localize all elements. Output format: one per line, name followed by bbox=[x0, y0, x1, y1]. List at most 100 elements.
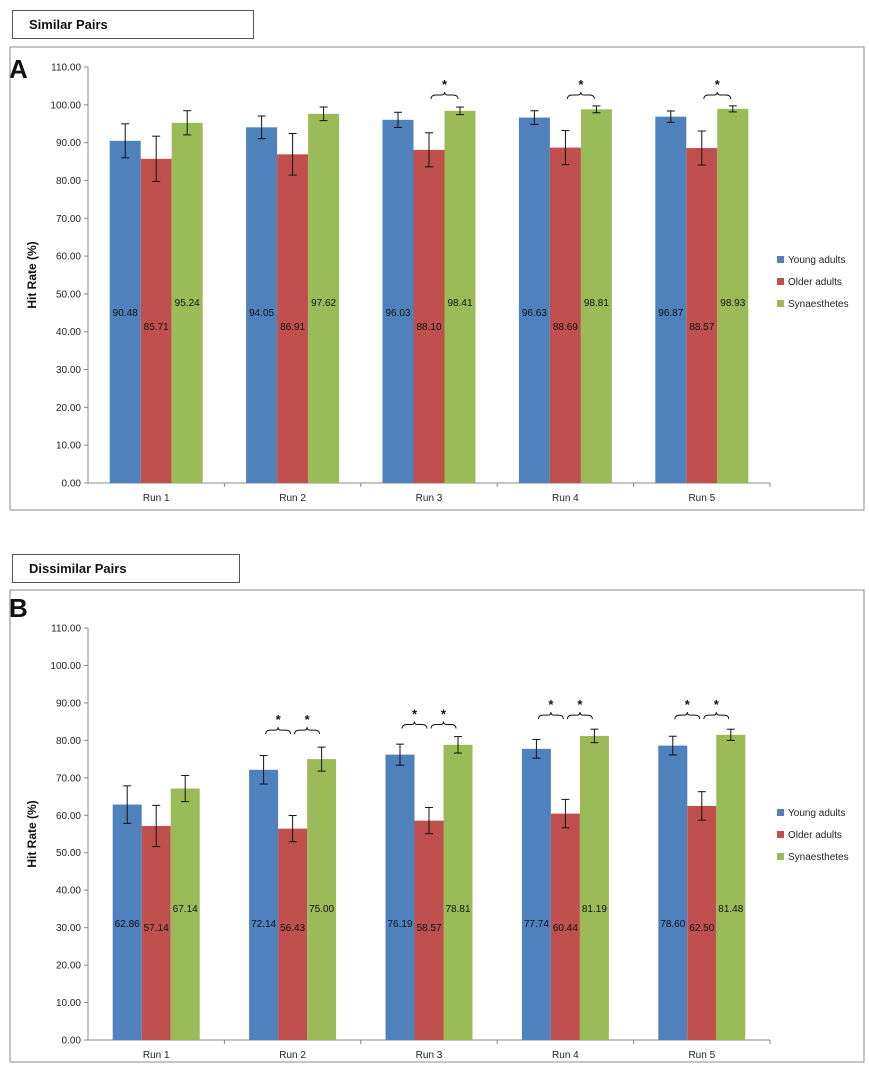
significance-bracket bbox=[401, 721, 428, 729]
bar-syn bbox=[717, 108, 749, 483]
data-label: 88.10 bbox=[416, 322, 441, 333]
bar-syn bbox=[170, 788, 200, 1040]
y-tick-label: 40.00 bbox=[56, 886, 81, 897]
panel-b-title-box: Dissimilar Pairs bbox=[12, 554, 240, 583]
panel-a-title-box: Similar Pairs bbox=[12, 10, 254, 39]
legend-label-syn: Synaesthetes bbox=[788, 852, 849, 863]
chart-frame bbox=[9, 589, 865, 1063]
y-axis-title: Hit Rate (%) bbox=[25, 800, 39, 867]
panel-b-label: B bbox=[9, 593, 28, 623]
data-label: 86.91 bbox=[280, 322, 305, 333]
significance-star: * bbox=[442, 77, 448, 92]
y-tick-label: 50.00 bbox=[56, 848, 81, 859]
x-tick-label: Run 1 bbox=[143, 493, 170, 504]
legend-swatch-older bbox=[777, 278, 784, 285]
y-tick-label: 110.00 bbox=[51, 624, 81, 635]
y-tick-label: 0.00 bbox=[62, 479, 82, 490]
x-tick-label: Run 1 bbox=[143, 1050, 170, 1061]
bar-young bbox=[112, 804, 142, 1040]
data-label: 85.71 bbox=[144, 322, 169, 333]
data-label: 57.14 bbox=[144, 923, 169, 934]
significance-bracket bbox=[703, 91, 732, 100]
y-tick-label: 80.00 bbox=[56, 176, 81, 187]
significance-bracket bbox=[566, 712, 593, 720]
significance-star: * bbox=[577, 697, 583, 712]
significance-bracket bbox=[537, 712, 564, 720]
significance-star: * bbox=[276, 712, 282, 727]
x-tick-label: Run 5 bbox=[688, 493, 715, 504]
legend-label-older: Older adults bbox=[788, 830, 842, 841]
bar-older bbox=[140, 158, 172, 484]
x-tick-label: Run 4 bbox=[552, 1050, 579, 1061]
y-tick-label: 30.00 bbox=[56, 923, 81, 934]
y-tick-label: 100.00 bbox=[50, 661, 81, 672]
y-tick-label: 60.00 bbox=[56, 252, 81, 263]
x-tick-label: Run 3 bbox=[416, 1050, 443, 1061]
data-label: 67.14 bbox=[173, 904, 198, 915]
data-label: 88.57 bbox=[689, 322, 714, 333]
significance-bracket bbox=[430, 721, 457, 729]
y-tick-label: 20.00 bbox=[56, 403, 81, 414]
y-axis-title: Hit Rate (%) bbox=[25, 241, 39, 308]
panel-a-chart: 0.00 10.00 20.00 30.00 40.00 50.00 60.00 70.00 8… bbox=[9, 46, 865, 511]
data-label: 62.86 bbox=[115, 919, 140, 930]
bar-syn bbox=[579, 735, 609, 1040]
bar-older bbox=[687, 805, 717, 1040]
bar-syn bbox=[308, 113, 340, 483]
data-label: 96.87 bbox=[658, 308, 683, 319]
data-label: 76.19 bbox=[387, 919, 412, 930]
significance-star: * bbox=[578, 77, 584, 92]
significance-bracket bbox=[265, 727, 292, 735]
significance-star: * bbox=[305, 712, 311, 727]
significance-star: * bbox=[685, 697, 691, 712]
y-tick-label: 0.00 bbox=[62, 1036, 82, 1047]
y-tick-label: 90.00 bbox=[56, 138, 81, 149]
legend-label-older: Older adults bbox=[788, 277, 842, 288]
bar-young bbox=[655, 116, 687, 483]
data-label: 81.19 bbox=[582, 904, 607, 915]
significance-bracket bbox=[430, 91, 459, 100]
y-tick-label: 90.00 bbox=[56, 698, 81, 709]
panel-a-label: A bbox=[9, 54, 28, 84]
y-tick-label: 20.00 bbox=[56, 961, 81, 972]
significance-bracket bbox=[674, 712, 701, 720]
data-label: 77.74 bbox=[524, 919, 549, 930]
panel-b-title: Dissimilar Pairs bbox=[29, 561, 127, 576]
bar-syn bbox=[307, 759, 337, 1040]
legend-swatch-young bbox=[777, 256, 784, 263]
y-tick-label: 10.00 bbox=[56, 998, 81, 1009]
x-tick-label: Run 2 bbox=[279, 1050, 306, 1061]
data-label: 96.63 bbox=[522, 308, 547, 319]
significance-bracket bbox=[294, 727, 321, 735]
bar-young bbox=[385, 754, 415, 1040]
x-tick-label: Run 2 bbox=[279, 493, 306, 504]
significance-star: * bbox=[715, 77, 721, 92]
data-label: 78.60 bbox=[660, 919, 685, 930]
data-label: 95.24 bbox=[175, 298, 200, 309]
bar-young bbox=[249, 769, 279, 1040]
data-label: 60.44 bbox=[553, 923, 578, 934]
y-tick-label: 50.00 bbox=[56, 289, 81, 300]
y-tick-label: 10.00 bbox=[56, 441, 81, 452]
legend-label-young: Young adults bbox=[788, 808, 845, 819]
bar-young bbox=[109, 140, 141, 483]
y-tick-label: 70.00 bbox=[56, 773, 81, 784]
bar-young bbox=[382, 119, 414, 483]
y-tick-label: 40.00 bbox=[56, 327, 81, 338]
significance-star: * bbox=[714, 697, 720, 712]
data-label: 72.14 bbox=[251, 919, 276, 930]
bar-older bbox=[550, 813, 580, 1040]
bar-syn bbox=[171, 122, 203, 483]
chart-frame bbox=[9, 46, 865, 511]
y-tick-label: 60.00 bbox=[56, 811, 81, 822]
legend-swatch-young bbox=[777, 809, 784, 816]
bar-older bbox=[141, 825, 171, 1040]
bar-older bbox=[413, 149, 445, 483]
data-label: 78.81 bbox=[445, 904, 470, 915]
bar-young bbox=[521, 748, 551, 1040]
bar-young bbox=[246, 127, 278, 483]
y-tick-label: 110.00 bbox=[51, 63, 81, 74]
data-label: 75.00 bbox=[309, 904, 334, 915]
bar-older bbox=[277, 154, 309, 483]
x-tick-label: Run 5 bbox=[688, 1050, 715, 1061]
